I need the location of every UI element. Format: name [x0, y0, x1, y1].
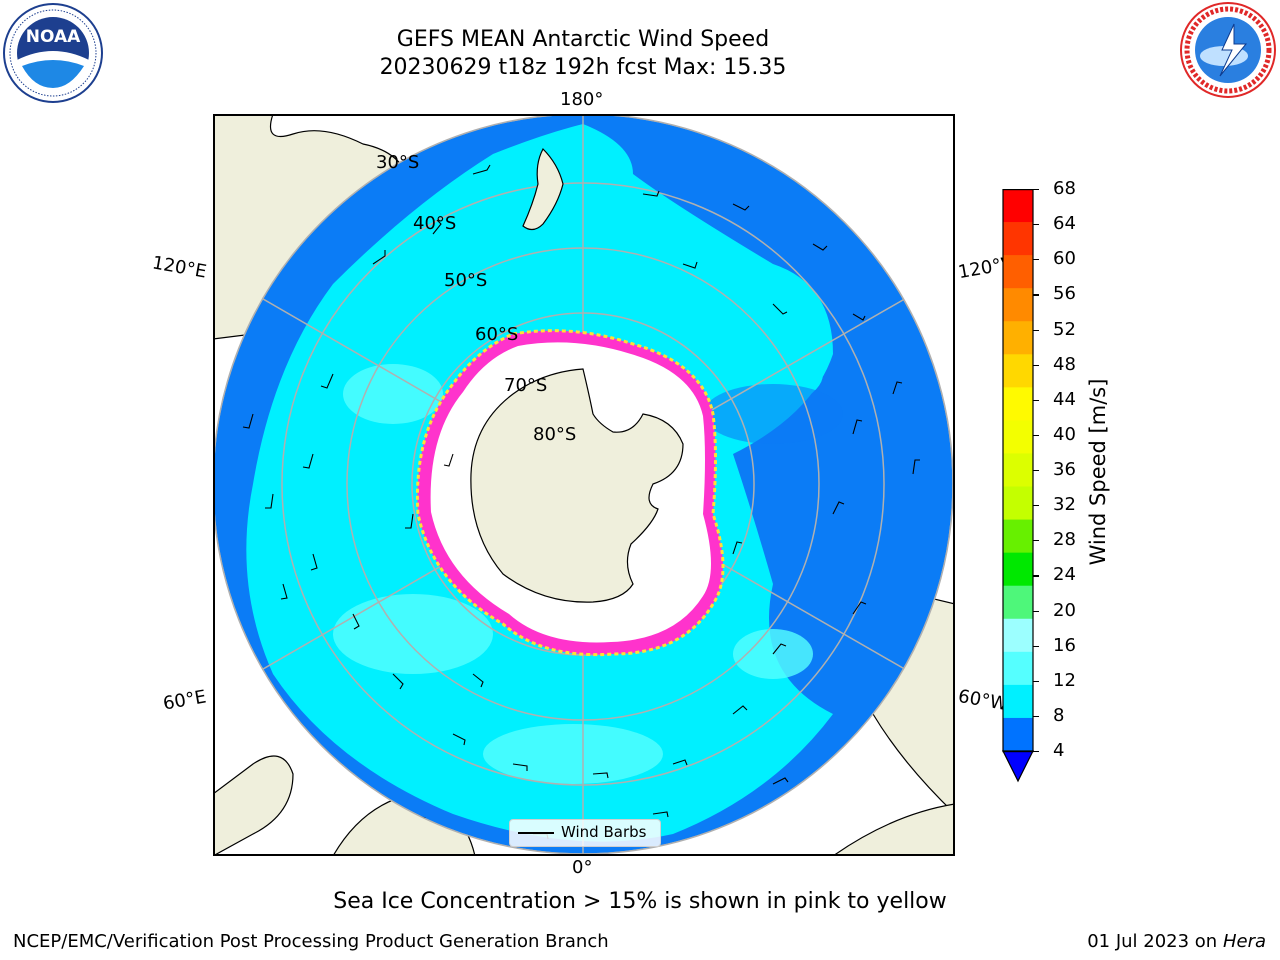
colorbar-tick — [1033, 540, 1039, 542]
title-line-2: 20230629 t18z 192h fcst Max: 15.35 — [379, 55, 787, 80]
colorbar-extend-triangle — [1002, 750, 1034, 783]
colorbar-tick — [1033, 680, 1039, 682]
title-line-1: GEFS MEAN Antarctic Wind Speed — [396, 27, 770, 52]
colorbar-tick — [1033, 575, 1039, 577]
label-60e: 60°E — [161, 686, 208, 715]
colorbar-band — [1003, 519, 1033, 554]
colorbar-band — [1003, 684, 1033, 719]
colorbar-band — [1003, 717, 1033, 752]
colorbar-tick-label: 40 — [1053, 423, 1076, 445]
colorbar-tick — [1033, 610, 1039, 612]
colorbar-tick-label: 32 — [1053, 494, 1076, 516]
colorbar-tick — [1033, 189, 1039, 191]
label-40s: 40°S — [413, 213, 457, 234]
sea-ice-caption: Sea Ice Concentration > 15% is shown in … — [333, 889, 947, 914]
colorbar-tick — [1033, 470, 1039, 472]
colorbar-tick-label: 16 — [1053, 634, 1076, 656]
footer-left: NCEP/EMC/Verification Post Processing Pr… — [13, 931, 609, 952]
land-africa — [214, 755, 294, 855]
colorbar-band — [1003, 387, 1033, 421]
map-legend: Wind Barbs — [509, 819, 661, 847]
colorbar-band — [1003, 255, 1033, 289]
label-180: 180° — [560, 89, 604, 110]
colorbar-band — [1003, 585, 1033, 620]
colorbar-band — [1003, 486, 1033, 521]
colorbar-tick-label: 48 — [1053, 353, 1076, 375]
colorbar-band — [1003, 453, 1033, 488]
label-70s: 70°S — [504, 375, 548, 396]
colorbar-tick — [1033, 364, 1039, 366]
footer-machine: Hera — [1222, 931, 1266, 952]
colorbar-tick — [1033, 329, 1039, 331]
colorbar — [1002, 189, 1034, 783]
colorbar-tick — [1033, 505, 1039, 507]
colorbar-band — [1003, 552, 1033, 587]
colorbar-tick — [1033, 259, 1039, 261]
noaa-logo: NOAA — [3, 3, 103, 103]
colorbar-tick-label: 20 — [1053, 599, 1076, 621]
colorbar-tick-label: 12 — [1053, 669, 1076, 691]
label-120e: 120°E — [150, 252, 209, 283]
colorbar-band — [1003, 420, 1033, 454]
colorbar-tick — [1033, 434, 1039, 437]
colorbar-tick-label: 52 — [1053, 318, 1076, 340]
label-60s: 60°S — [475, 324, 519, 345]
footer-date: 01 Jul 2023 on — [1087, 931, 1223, 952]
colorbar-band — [1003, 288, 1033, 322]
colorbar-tick-label: 44 — [1053, 388, 1076, 410]
label-30s: 30°S — [376, 152, 420, 173]
colorbar-band — [1003, 189, 1033, 223]
colorbar-tick — [1033, 751, 1039, 753]
colorbar-label: Wind Speed [m/s] — [1086, 378, 1110, 566]
colorbar-band — [1003, 618, 1033, 653]
colorbar-tick — [1033, 399, 1039, 401]
polar-map — [213, 114, 955, 856]
colorbar-tick-label: 56 — [1053, 283, 1076, 305]
colorbar-tick-label: 4 — [1053, 740, 1065, 761]
colorbar-band — [1003, 354, 1033, 388]
colorbar-band — [1003, 321, 1033, 355]
colorbar-tick-label: 60 — [1053, 248, 1076, 270]
label-0: 0° — [572, 857, 593, 878]
colorbar-tick-label: 24 — [1053, 564, 1076, 586]
colorbar-tick-label: 68 — [1053, 178, 1076, 199]
colorbar-band — [1003, 222, 1033, 256]
legend-label: Wind Barbs — [561, 823, 647, 841]
land-southeast — [833, 803, 954, 855]
noaa-logo-text: NOAA — [26, 27, 81, 47]
label-80s: 80°S — [533, 424, 577, 445]
label-50s: 50°S — [444, 270, 488, 291]
colorbar-tick-label: 64 — [1053, 213, 1076, 235]
wind-barb-legend-line — [518, 832, 554, 834]
colorbar-band — [1003, 651, 1033, 686]
colorbar-tick — [1033, 294, 1039, 296]
colorbar-tick — [1033, 645, 1039, 647]
colorbar-tick-label: 36 — [1053, 459, 1076, 480]
colorbar-tick — [1033, 715, 1039, 718]
land-new-zealand — [522, 148, 564, 231]
colorbar-tick — [1033, 224, 1039, 226]
footer-right: 01 Jul 2023 on Hera — [1087, 931, 1266, 952]
colorbar-tick-label: 8 — [1053, 704, 1065, 726]
land-antarctica — [470, 368, 684, 603]
colorbar-tick-label: 28 — [1053, 529, 1076, 551]
nws-logo — [1180, 2, 1276, 98]
